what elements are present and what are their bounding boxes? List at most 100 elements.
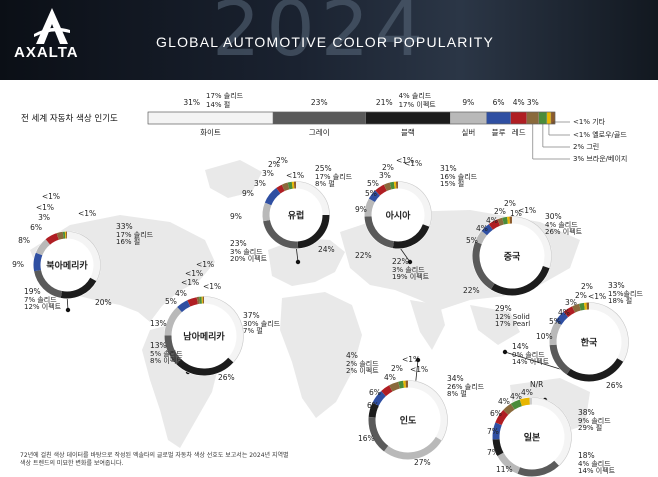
india-label-silver: 27%	[414, 458, 431, 467]
south-america-label-white: 37%	[243, 311, 260, 320]
europe-detail-gray-0: 3% 솔리드	[230, 248, 263, 256]
black-detail-solid: 4% 솔리드	[398, 92, 432, 100]
brand-name: AXALTA	[14, 44, 79, 61]
india-slice-silver	[384, 436, 442, 460]
bar-value-red: 4%	[512, 98, 525, 107]
china-slice-silver	[475, 230, 488, 245]
south-america-detail-gray-0: 5% 솔리드	[150, 350, 183, 358]
asia-label-other: <1%	[396, 156, 415, 165]
north-america-label-yellow: <1%	[35, 203, 54, 212]
south-america-label-gray: 13%	[150, 341, 167, 350]
europe-slice-white-edge	[295, 181, 330, 215]
japan-slice-black	[492, 438, 504, 457]
japan-label-na: N/R	[530, 380, 544, 389]
north-america-slice-white-edge	[66, 231, 101, 282]
india-slice-black	[368, 402, 379, 418]
north-america-label-other: <1%	[41, 192, 60, 201]
china-slice-red	[488, 219, 501, 230]
north-america-slice-silver	[35, 239, 51, 256]
europe-location-dot	[295, 259, 301, 265]
global-chart-title: 전 세계 자동차 색상 인기도	[21, 114, 118, 124]
axalta-logo-icon	[34, 8, 70, 44]
china-label-yellow: 1%	[510, 209, 522, 218]
japan-detail-white-0: 9% 솔리드	[578, 417, 611, 425]
bar-category-silver: 실버	[461, 128, 476, 137]
india-label-other: <1%	[410, 365, 429, 374]
korea-slice-white-edge	[588, 302, 629, 362]
india-slice-blue	[372, 391, 387, 406]
korea-label-gray: 14%	[512, 342, 529, 351]
europe-label-other: 2%	[276, 156, 288, 165]
legend-leader-other	[552, 121, 570, 124]
south-america-slice-blue	[177, 300, 191, 313]
korea-location-dot	[502, 349, 508, 355]
map-southeast-asia	[470, 305, 520, 345]
north-america-location-dot	[65, 307, 71, 313]
japan-label-blue: 7%	[487, 427, 499, 436]
legend-brown: 3% 브라운/베이지	[573, 155, 628, 163]
legend-leader-brown	[532, 124, 570, 160]
north-america-slice-black	[60, 277, 97, 299]
asia-slice-gray	[364, 216, 395, 249]
bar-value-gray: 23%	[310, 98, 328, 107]
japan-label-red: 6%	[490, 409, 502, 418]
india-slice-red	[381, 385, 393, 397]
asia-label-gray: 22%	[355, 251, 372, 260]
china-region-name: 중국	[503, 252, 521, 263]
japan-slice-yellow	[519, 397, 531, 407]
asia-slice-black	[392, 224, 430, 249]
footnote: 72년에 걸친 색상 데이터를 바탕으로 작성된 엑솔타의 글로벌 자동차 색상…	[20, 452, 320, 468]
india-detail-red-0: 2% 솔리드	[346, 360, 379, 368]
japan-label-green: 4%	[510, 392, 522, 401]
north-america-region-name: 북아메리카	[46, 261, 88, 272]
europe-label-brown: 3%	[262, 169, 274, 178]
japan-detail-white-1: 29% 펄	[578, 424, 603, 432]
europe-region-name: 유럽	[287, 211, 305, 222]
japan-label-gray: 18%	[578, 451, 595, 460]
korea-label-silver: 10%	[536, 332, 553, 341]
india-detail-white-0: 26% 솔리드	[447, 383, 485, 391]
europe-label-silver: 9%	[230, 212, 242, 221]
india-slice-white	[407, 380, 448, 441]
japan-slice-white-edge	[531, 397, 572, 466]
map-africa	[280, 292, 362, 418]
europe-slice-green	[287, 181, 293, 190]
asia-ring-bg	[364, 181, 432, 249]
india-slice-brown	[389, 381, 401, 392]
bar-value-white: 31%	[183, 98, 200, 107]
europe-label-blue: 9%	[242, 189, 254, 198]
europe-slice-blue	[264, 187, 281, 206]
south-america-region-name: 남아메리카	[183, 332, 225, 343]
korea-slice-green	[579, 302, 585, 311]
china-label-blue: 4%	[476, 224, 488, 233]
china-label-white: 30%	[545, 212, 562, 221]
korea-ring-bg	[549, 302, 629, 382]
europe-ring-bg	[262, 181, 330, 249]
south-america-label-red: 4%	[175, 289, 187, 298]
china-slice-brown	[497, 217, 504, 226]
south-america-detail-white-1: 7% 펄	[243, 327, 263, 335]
japan-slice-green	[510, 399, 523, 410]
china-label-silver: 5%	[466, 236, 478, 245]
china-slice-white-edge	[511, 216, 552, 269]
korea-label-green: 2%	[575, 291, 587, 300]
korea-label-blue: 5%	[549, 317, 561, 326]
south-america-slice-red	[187, 297, 199, 307]
korea-label-yellow: 2%	[581, 282, 593, 291]
china-detail-white-1: 26% 이펙트	[545, 228, 583, 236]
europe-slice-brown	[281, 182, 290, 192]
asia-label-red: 5%	[367, 179, 379, 188]
north-america-slice-blue	[33, 252, 43, 272]
map-india	[410, 300, 445, 350]
asia-slice-green	[389, 181, 395, 190]
south-america-label-other: <1%	[196, 260, 215, 269]
south-america-label-black: 26%	[218, 373, 235, 382]
japan-label-black: 7%	[487, 448, 499, 457]
south-america-detail-white-0: 30% 솔리드	[243, 320, 281, 328]
south-america-ring-bg	[164, 296, 244, 376]
japan-detail-gray-0: 4% 솔리드	[578, 460, 611, 468]
map-greenland	[205, 160, 262, 198]
asia-slice-brown	[383, 182, 392, 192]
south-america-label-green: <1%	[185, 269, 204, 278]
japan-slice-gray	[517, 460, 560, 477]
